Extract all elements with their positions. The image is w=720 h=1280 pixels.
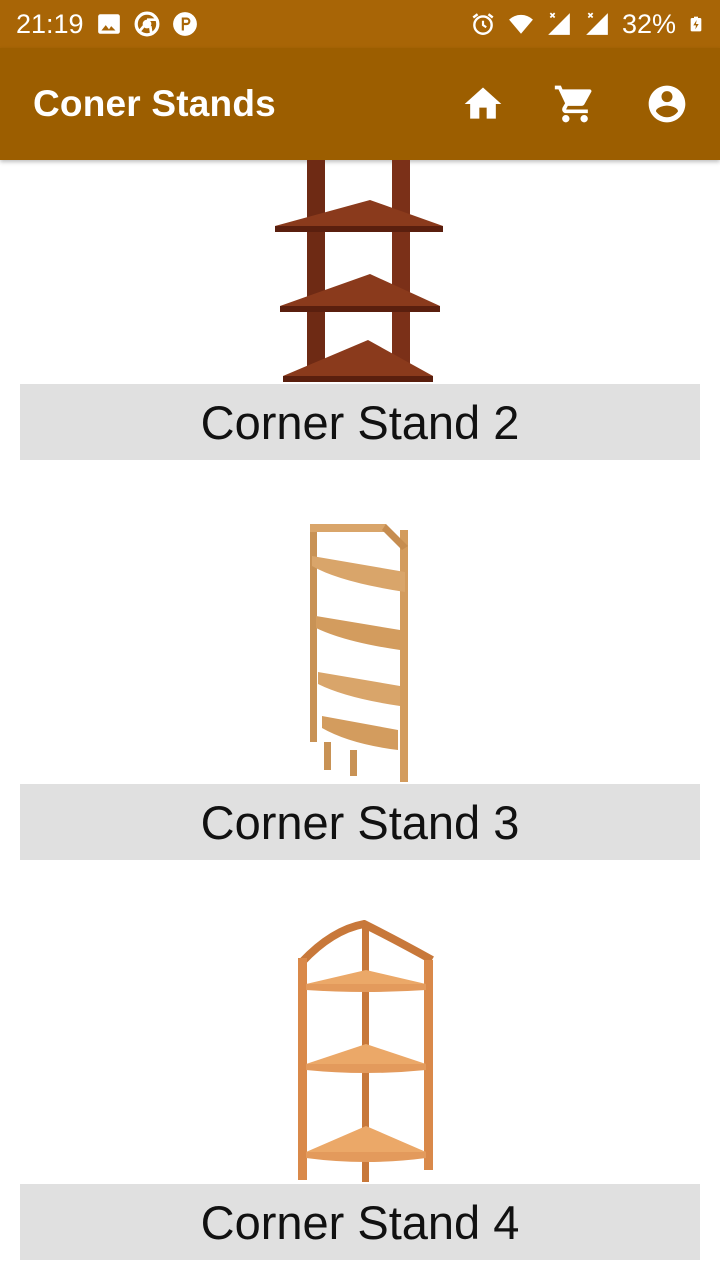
corner-stand-image [310,524,408,782]
product-title: Corner Stand 2 [20,384,700,460]
signal-1-icon [548,12,570,35]
account-icon [648,85,686,123]
image-icon [97,14,120,34]
corner-stand-image [298,920,434,1182]
battery-percent: 32% [621,8,676,39]
account-button[interactable] [638,75,696,133]
status-time: 21:19 [16,8,84,39]
alarm-icon [472,13,494,35]
battery-charging-icon [690,16,702,32]
p-app-icon [172,12,197,36]
home-icon [464,87,502,119]
app-bar: Coner Stands [0,48,720,160]
product-list: Corner Stand 2 Corner Stand 3 [0,160,720,1280]
product-title: Corner Stand 3 [20,784,700,860]
corner-stand-image [275,160,443,382]
list-item[interactable]: Corner Stand 2 [0,160,720,460]
product-title: Corner Stand 4 [20,1184,700,1260]
list-item[interactable]: Corner Stand 4 [0,920,720,1260]
page-title: Coner Stands [33,83,276,124]
status-bar: 21:19 32% [0,0,720,48]
signal-2-icon [586,12,608,35]
wifi-icon [509,14,533,34]
chrome-icon [134,11,160,37]
home-button[interactable] [454,75,512,133]
cart-button[interactable] [546,75,604,133]
cart-icon [554,85,592,123]
list-item[interactable]: Corner Stand 3 [0,520,720,860]
